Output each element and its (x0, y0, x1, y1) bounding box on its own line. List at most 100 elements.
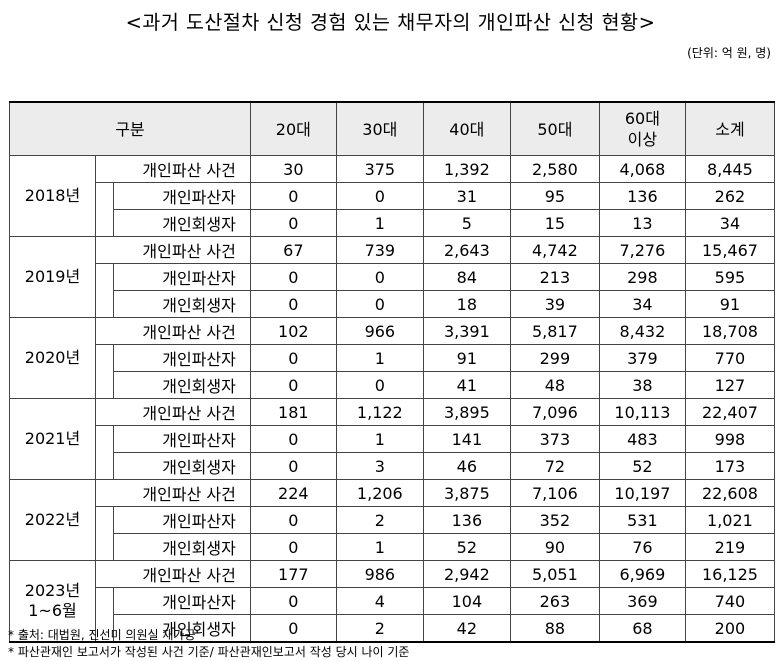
value-cell: 352 (509, 506, 600, 534)
table-row: 개인파산자 0 1 141 373 483 998 (10, 425, 776, 480)
value-cell: 8,445 (684, 155, 776, 183)
value-cell: 68 (598, 614, 686, 643)
row-label: 개인파산 사건 (95, 398, 251, 426)
value-cell: 4 (335, 587, 424, 615)
value-cell: 127 (684, 371, 776, 399)
row-label: 개인회생자 (113, 371, 251, 399)
value-cell: 299 (509, 344, 600, 372)
value-cell: 4,742 (509, 236, 600, 264)
value-cell: 84 (422, 263, 511, 291)
indent-cell (94, 182, 115, 237)
indent-cell (94, 263, 115, 318)
value-cell: 2,643 (422, 236, 511, 264)
value-cell: 91 (422, 344, 511, 372)
value-cell: 375 (335, 155, 424, 183)
unit-note: (단위: 억 원, 명) (687, 46, 771, 60)
value-cell: 0 (249, 344, 337, 372)
value-cell: 263 (509, 587, 600, 615)
value-cell: 67 (249, 236, 337, 264)
value-cell: 13 (598, 209, 686, 237)
value-cell: 0 (335, 182, 424, 210)
value-cell: 200 (684, 614, 776, 643)
value-cell: 95 (509, 182, 600, 210)
value-cell: 136 (422, 506, 511, 534)
year-cell: 2021년 (9, 398, 96, 480)
value-cell: 34 (684, 209, 776, 237)
value-cell: 0 (335, 263, 424, 291)
value-cell: 298 (598, 263, 686, 291)
value-cell: 213 (509, 263, 600, 291)
row-label: 개인파산자 (113, 344, 251, 372)
value-cell: 7,276 (598, 236, 686, 264)
year-cell: 2019년 (9, 236, 96, 318)
value-cell: 76 (598, 533, 686, 561)
value-cell: 5,817 (509, 317, 600, 345)
value-cell: 4,068 (598, 155, 686, 183)
value-cell: 595 (684, 263, 776, 291)
indent-cell (94, 425, 115, 480)
year-cell: 2022년 (9, 479, 96, 561)
row-label: 개인파산 사건 (95, 479, 251, 507)
value-cell: 52 (422, 533, 511, 561)
row-label: 개인회생자 (113, 290, 251, 318)
table-row: 개인회생자 0 1 52 90 76 219 (10, 533, 776, 561)
table-row: 개인회생자 0 0 41 48 38 127 (10, 371, 776, 399)
value-cell: 38 (598, 371, 686, 399)
value-cell: 16,125 (684, 560, 776, 588)
value-cell: 1 (335, 209, 424, 237)
value-cell: 3,895 (422, 398, 511, 426)
table-row: 개인파산자 0 0 84 213 298 595 (10, 263, 776, 318)
value-cell: 7,106 (509, 479, 600, 507)
value-cell: 177 (249, 560, 337, 588)
indent-cell (94, 344, 115, 399)
value-cell: 966 (335, 317, 424, 345)
year-cell: 2018년 (9, 155, 96, 237)
table-row: 2021년 개인파산 사건 181 1,122 3,895 7,096 10,113 22,4… (9, 398, 776, 480)
value-cell: 141 (422, 425, 511, 453)
value-cell: 102 (249, 317, 337, 345)
header-60s-plus: 60대 이상 (598, 101, 686, 156)
value-cell: 173 (684, 452, 776, 480)
table-row: 개인파산자 0 0 31 95 136 262 (10, 182, 776, 237)
value-cell: 3,875 (422, 479, 511, 507)
value-cell: 998 (684, 425, 776, 453)
value-cell: 0 (249, 263, 337, 291)
row-label: 개인회생자 (113, 452, 251, 480)
row-label: 개인파산 사건 (95, 560, 251, 588)
value-cell: 1 (335, 425, 424, 453)
value-cell: 986 (335, 560, 424, 588)
table-row: 개인회생자 0 2 42 88 68 200 (10, 614, 776, 643)
table-row: 2018년 개인파산 사건 30 375 1,392 2,580 4,068 8,445 (9, 155, 776, 237)
value-cell: 224 (249, 479, 337, 507)
value-cell: 48 (509, 371, 600, 399)
value-cell: 22,407 (684, 398, 776, 426)
value-cell: 1,206 (335, 479, 424, 507)
value-cell: 0 (249, 425, 337, 453)
value-cell: 0 (249, 371, 337, 399)
value-cell: 740 (684, 587, 776, 615)
year-cell: 2020년 (9, 317, 96, 399)
value-cell: 1,392 (422, 155, 511, 183)
row-label: 개인파산 사건 (95, 236, 251, 264)
value-cell: 10,113 (598, 398, 686, 426)
row-label: 개인파산자 (113, 587, 251, 615)
value-cell: 52 (598, 452, 686, 480)
value-cell: 91 (684, 290, 776, 318)
row-label: 개인파산자 (113, 182, 251, 210)
header-60s-line2: 이상 (627, 130, 658, 149)
value-cell: 1,021 (684, 506, 776, 534)
value-cell: 5,051 (509, 560, 600, 588)
footnote-source: * 출처: 대법원, 진선미 의원실 재가공 (8, 628, 196, 642)
value-cell: 7,096 (509, 398, 600, 426)
value-cell: 22,608 (684, 479, 776, 507)
value-cell: 90 (509, 533, 600, 561)
row-label: 개인파산자 (113, 263, 251, 291)
value-cell: 31 (422, 182, 511, 210)
stats-table: 구분 20대 30대 40대 50대 60대 이상 소계 2018년 개인파산 사건… (9, 101, 776, 643)
value-cell: 8,432 (598, 317, 686, 345)
value-cell: 3 (335, 452, 424, 480)
value-cell: 531 (598, 506, 686, 534)
value-cell: 0 (249, 452, 337, 480)
value-cell: 2 (335, 614, 424, 643)
value-cell: 0 (249, 533, 337, 561)
